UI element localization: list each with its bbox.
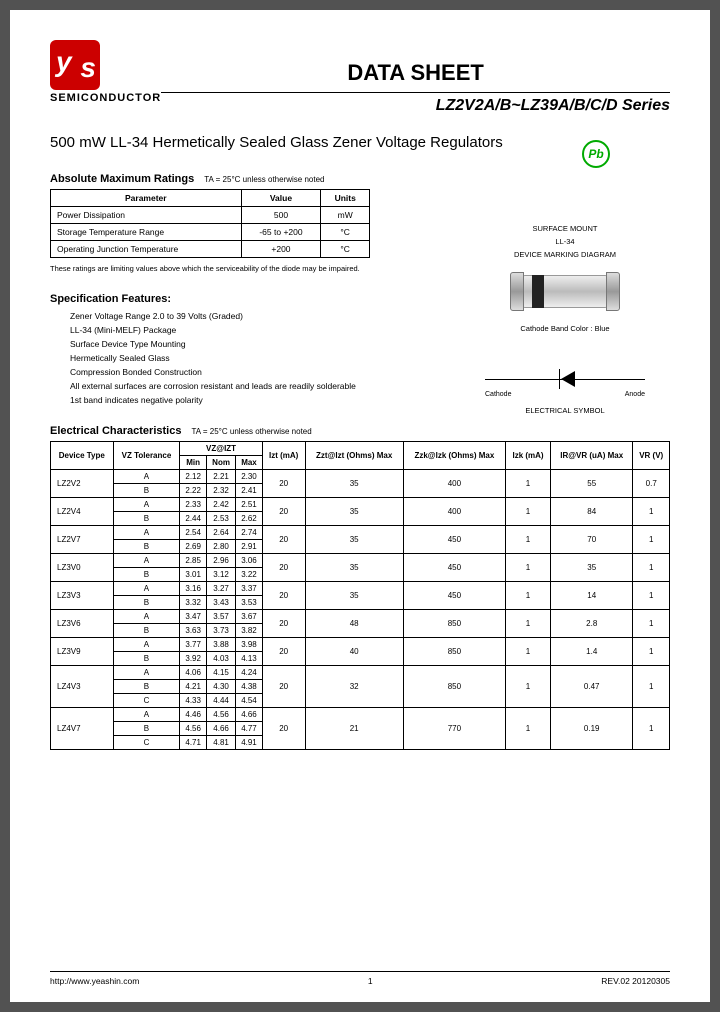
tol-cell: A: [113, 469, 180, 483]
device-cell: LZ2V2: [51, 469, 114, 497]
device-cell: LZ4V7: [51, 707, 114, 749]
pb-free-icon: Pb: [582, 140, 610, 168]
col-max: Max: [236, 455, 263, 469]
table-row: LZ4V3A4.064.154.24203285010.471: [51, 665, 670, 679]
tol-cell: A: [113, 525, 180, 539]
table-row: Parameter Value Units: [51, 189, 370, 206]
col-zzt: Zzt@Izt (Ohms) Max: [305, 441, 403, 469]
table-row: LZ4V7A4.464.564.66202177010.191: [51, 707, 670, 721]
tol-cell: C: [113, 693, 180, 707]
tol-cell: B: [113, 483, 180, 497]
device-cell: LZ2V4: [51, 497, 114, 525]
table-row: LZ3V3A3.163.273.3720354501141: [51, 581, 670, 595]
tol-cell: A: [113, 497, 180, 511]
table-row: LZ3V0A2.852.963.0620354501351: [51, 553, 670, 567]
col-tolerance: VZ Tolerance: [113, 441, 180, 469]
table-row: Operating Junction Temperature+200°C: [51, 240, 370, 257]
tol-cell: B: [113, 511, 180, 525]
col-izt: Izt (mA): [262, 441, 305, 469]
tol-cell: B: [113, 623, 180, 637]
table-header-row: Device Type VZ Tolerance VZ@IZT Izt (mA)…: [51, 441, 670, 455]
title-block: DATA SHEET LZ2V2A/B~LZ39A/B/C/D Series: [161, 40, 670, 115]
datasheet-page: y s SEMICONDUCTOR DATA SHEET LZ2V2A/B~LZ…: [10, 10, 710, 1002]
surface-mount-label: SURFACE MOUNT: [470, 224, 660, 233]
col-zzk: Zzk@Izk (Ohms) Max: [403, 441, 505, 469]
tol-cell: C: [113, 735, 180, 749]
col-min: Min: [180, 455, 207, 469]
tol-cell: B: [113, 539, 180, 553]
tol-cell: B: [113, 567, 180, 581]
tol-cell: B: [113, 721, 180, 735]
ll34-label: LL-34: [470, 237, 660, 246]
table-row: Power Dissipation500mW: [51, 206, 370, 223]
table-row: LZ3V6A3.473.573.67204885012.81: [51, 609, 670, 623]
marking-label: DEVICE MARKING DIAGRAM: [470, 250, 660, 259]
tol-cell: A: [113, 707, 180, 721]
col-nom: Nom: [206, 455, 235, 469]
device-cell: LZ4V3: [51, 665, 114, 707]
col-vz: VZ@IZT: [180, 441, 262, 455]
tol-cell: A: [113, 553, 180, 567]
device-cell: LZ3V0: [51, 553, 114, 581]
electrical-table: Device Type VZ Tolerance VZ@IZT Izt (mA)…: [50, 441, 670, 750]
device-cell: LZ3V3: [51, 581, 114, 609]
tol-cell: A: [113, 609, 180, 623]
electrical-symbol-icon: Cathode Anode: [485, 363, 645, 398]
footer-page: 1: [368, 976, 373, 986]
package-diagram-block: SURFACE MOUNT LL-34 DEVICE MARKING DIAGR…: [470, 220, 660, 415]
semiconductor-label: SEMICONDUCTOR: [50, 92, 161, 104]
col-value: Value: [241, 189, 321, 206]
tol-cell: B: [113, 679, 180, 693]
col-izk: Izk (mA): [506, 441, 551, 469]
col-device: Device Type: [51, 441, 114, 469]
ratings-title: Absolute Maximum RatingsTA = 25°C unless…: [50, 173, 670, 185]
product-subtitle: 500 mW LL-34 Hermetically Sealed Glass Z…: [50, 133, 670, 153]
logo-icon: y s: [50, 40, 100, 90]
series-label: LZ2V2A/B~LZ39A/B/C/D Series: [161, 92, 670, 115]
tol-cell: A: [113, 581, 180, 595]
device-cell: LZ3V9: [51, 637, 114, 665]
tol-cell: A: [113, 665, 180, 679]
symbol-label: ELECTRICAL SYMBOL: [470, 406, 660, 415]
melf-package-icon: [510, 269, 620, 314]
cathode-band-label: Cathode Band Color : Blue: [470, 324, 660, 333]
anode-text: Anode: [625, 391, 645, 398]
device-cell: LZ3V6: [51, 609, 114, 637]
table-row: Storage Temperature Range-65 to +200°C: [51, 223, 370, 240]
table-row: LZ2V2A2.122.212.3020354001550.7: [51, 469, 670, 483]
tol-cell: B: [113, 651, 180, 665]
col-units: Units: [321, 189, 370, 206]
ratings-table: Parameter Value Units Power Dissipation5…: [50, 189, 370, 258]
footer-rev: REV.02 20120305: [601, 976, 670, 986]
table-row: LZ3V9A3.773.883.98204085011.41: [51, 637, 670, 651]
table-row: LZ2V4A2.332.422.5120354001841: [51, 497, 670, 511]
col-vr: VR (V): [633, 441, 670, 469]
table-row: LZ2V7A2.542.642.7420354501701: [51, 525, 670, 539]
device-cell: LZ2V7: [51, 525, 114, 553]
footer-url: http://www.yeashin.com: [50, 976, 139, 986]
col-ir: IR@VR (uA) Max: [551, 441, 633, 469]
datasheet-title: DATA SHEET: [161, 60, 670, 86]
logo-block: y s SEMICONDUCTOR: [50, 40, 161, 104]
tol-cell: A: [113, 637, 180, 651]
cathode-text: Cathode: [485, 391, 511, 398]
footer: http://www.yeashin.com 1 REV.02 20120305: [50, 971, 670, 986]
col-parameter: Parameter: [51, 189, 242, 206]
tol-cell: B: [113, 595, 180, 609]
elec-title: Electrical CharacteristicsTA = 25°C unle…: [50, 425, 670, 437]
header: y s SEMICONDUCTOR DATA SHEET LZ2V2A/B~LZ…: [50, 40, 670, 115]
